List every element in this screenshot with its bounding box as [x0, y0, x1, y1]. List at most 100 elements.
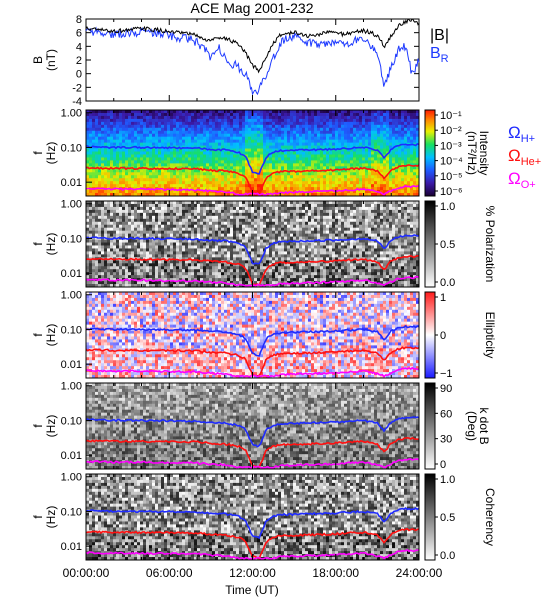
heatmap-cell — [356, 112, 360, 117]
heatmap-cell — [284, 127, 288, 132]
heatmap-cell — [374, 136, 378, 141]
heatmap-cell — [221, 157, 225, 161]
heatmap-cell — [167, 142, 171, 146]
heatmap-cell — [179, 203, 183, 208]
heatmap-cell — [266, 148, 270, 152]
heatmap-cell — [344, 142, 348, 146]
heatmap-cell — [101, 212, 105, 217]
heatmap-cell — [140, 230, 144, 235]
heatmap-cell — [125, 233, 129, 237]
heatmap-cell — [248, 112, 252, 117]
heatmap-cell — [146, 127, 150, 132]
heatmap-cell — [251, 118, 255, 123]
heatmap-cell — [110, 284, 114, 288]
heatmap-cell — [230, 206, 234, 211]
heatmap-cell — [284, 178, 288, 182]
heatmap-cell — [401, 110, 405, 114]
heatmap-cell — [275, 154, 279, 158]
heatmap-cell — [92, 236, 96, 240]
heatmap-cell — [248, 227, 252, 232]
heatmap-cell — [227, 166, 231, 170]
heatmap-cell — [203, 248, 207, 252]
heatmap-cell — [308, 172, 312, 176]
heatmap-cell — [173, 281, 177, 285]
heatmap-cell — [227, 193, 231, 197]
heatmap-cell — [260, 212, 264, 217]
heatmap-cell — [161, 218, 165, 223]
heatmap-cell — [134, 218, 138, 223]
heatmap-cell — [305, 181, 309, 185]
heatmap-cell — [242, 251, 246, 255]
heatmap-cell — [221, 193, 225, 197]
heatmap-cell — [365, 178, 369, 182]
heatmap-cell — [236, 142, 240, 146]
heatmap-cell — [158, 248, 162, 252]
heatmap-cell — [245, 175, 249, 179]
heatmap-cell — [362, 136, 366, 141]
heatmap-cell — [242, 263, 246, 267]
heatmap-cell — [179, 110, 183, 114]
heatmap-cell — [281, 110, 285, 114]
heatmap-cell — [284, 115, 288, 120]
heatmap-cell — [104, 139, 108, 144]
heatmap-cell — [173, 278, 177, 282]
heatmap-cell — [200, 181, 204, 185]
heatmap-cell — [176, 175, 180, 179]
heatmap-cell — [125, 281, 129, 285]
heatmap-cell — [110, 190, 114, 194]
heatmap-cell — [407, 121, 411, 126]
heatmap-cell — [392, 181, 396, 185]
heatmap-cell — [149, 269, 153, 273]
heatmap-cell — [413, 121, 417, 126]
heatmap-cell — [113, 251, 117, 255]
heatmap-cell — [242, 260, 246, 264]
heatmap-cell — [260, 230, 264, 235]
heatmap-cell — [227, 218, 231, 223]
heatmap-cell — [155, 130, 159, 135]
heatmap-cell — [143, 239, 147, 243]
heatmap-cell — [107, 133, 111, 138]
heatmap-cell — [239, 118, 243, 123]
heatmap-cell — [191, 230, 195, 235]
heatmap-cell — [188, 272, 192, 276]
heatmap-cell — [209, 236, 213, 240]
heatmap-cell — [191, 242, 195, 246]
heatmap-cell — [200, 236, 204, 240]
heatmap-cell — [95, 178, 99, 182]
heatmap-cell — [407, 187, 411, 191]
heatmap-cell — [110, 157, 114, 161]
heatmap-cell — [98, 215, 102, 220]
heatmap-cell — [308, 160, 312, 164]
heatmap-cell — [416, 172, 420, 176]
heatmap-cell — [200, 230, 204, 235]
heatmap-cell — [257, 175, 261, 179]
heatmap-cell — [98, 245, 102, 249]
heatmap-cell — [200, 218, 204, 223]
heatmap-cell — [368, 142, 372, 146]
heatmap-cell — [233, 215, 237, 220]
heatmap-cell — [203, 175, 207, 179]
heatmap-cell — [341, 172, 345, 176]
heatmap-cell — [230, 193, 234, 197]
heatmap-cell — [191, 166, 195, 170]
heatmap-cell — [119, 245, 123, 249]
heatmap-cell — [209, 178, 213, 182]
heatmap-cell — [221, 124, 225, 129]
heatmap-cell — [113, 242, 117, 246]
heatmap-cell — [140, 112, 144, 117]
heatmap-cell — [137, 248, 141, 252]
heatmap-cell — [194, 178, 198, 182]
heatmap-cell — [179, 127, 183, 132]
heatmap-cell — [89, 154, 93, 158]
heatmap-cell — [227, 154, 231, 158]
heatmap-cell — [140, 275, 144, 279]
heatmap-cell — [203, 227, 207, 232]
heatmap-cell — [203, 121, 207, 126]
heatmap-cell — [137, 112, 141, 117]
heatmap-cell — [89, 118, 93, 123]
heatmap-cell — [332, 115, 336, 120]
heatmap-cell — [386, 118, 390, 123]
heatmap-cell — [164, 245, 168, 249]
heatmap-cell — [119, 269, 123, 273]
heatmap-cell — [176, 224, 180, 229]
